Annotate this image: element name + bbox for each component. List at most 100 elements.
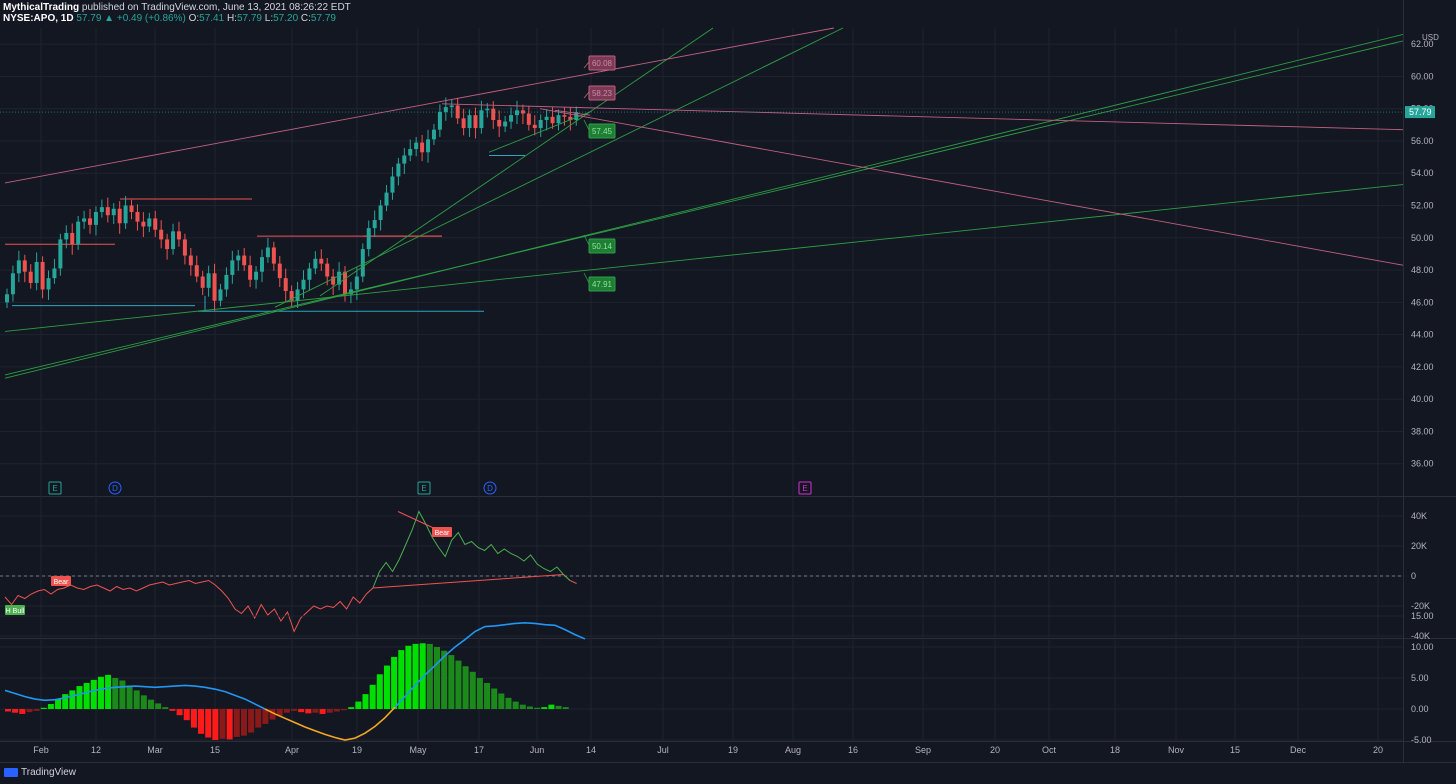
macd-line — [394, 622, 586, 708]
footer-bar: TradingView — [0, 762, 1456, 784]
price-tick-label: 62.00 — [1411, 39, 1434, 49]
price-tick-label: 42.00 — [1411, 362, 1434, 372]
macd-histogram-bar — [426, 643, 433, 709]
candle-body — [200, 276, 205, 288]
macd-histogram-bar — [548, 704, 555, 709]
candle-body — [437, 111, 442, 130]
price-tick-label: 38.00 — [1411, 426, 1434, 436]
candle-body — [360, 249, 365, 277]
candle-body — [485, 108, 490, 111]
macd-histogram-bar — [419, 643, 426, 709]
price-tick-label: 48.00 — [1411, 265, 1434, 275]
x-tick-label: 12 — [91, 745, 101, 755]
macd-histogram-bar — [484, 682, 491, 709]
macd-histogram-bar — [312, 709, 319, 713]
label-pointer — [583, 119, 590, 131]
candle-body — [509, 115, 514, 122]
candle-body — [82, 218, 87, 222]
candle-body — [378, 205, 383, 221]
x-tick-label: 18 — [1110, 745, 1120, 755]
trendline-label-box — [588, 238, 616, 254]
trendline-label: 58.23 — [592, 89, 613, 98]
candle-body — [473, 115, 478, 129]
open-value: 57.41 — [199, 13, 225, 24]
oscillator-tick-label: -20K — [1411, 601, 1430, 611]
macd-histogram-bar — [169, 709, 176, 711]
macd-histogram-bar — [140, 695, 147, 709]
macd-histogram-bar — [376, 674, 383, 709]
label-pointer — [583, 91, 590, 99]
macd-histogram-bar — [355, 701, 362, 709]
author-name[interactable]: MythicalTrading — [3, 2, 80, 13]
trendline-label: 47.91 — [592, 280, 613, 289]
oscillator-tick-label: -40K — [1411, 631, 1430, 641]
event-marker-label: D — [112, 484, 118, 493]
trend-line — [4, 184, 1404, 332]
label-pointer — [583, 61, 590, 69]
macd-histogram-bar — [112, 678, 119, 709]
candle-body — [455, 105, 460, 119]
symbol-label[interactable]: NYSE:APO, 1D — [3, 13, 74, 24]
candle-body — [283, 278, 288, 292]
macd-histogram-bar — [319, 709, 326, 714]
macd-tick-label: 15.00 — [1411, 611, 1434, 621]
x-tick-label: Jun — [530, 745, 545, 755]
candle-body — [420, 142, 425, 153]
candle-body — [147, 218, 152, 227]
macd-histogram-bar — [62, 694, 69, 709]
candle-body — [325, 263, 330, 277]
x-tick-label: 20 — [1373, 745, 1383, 755]
candle-body — [5, 294, 9, 303]
x-tick-label: Nov — [1168, 745, 1185, 755]
macd-histogram-bar — [83, 682, 90, 709]
macd-histogram-bar — [105, 674, 112, 709]
macd-histogram-bar — [534, 707, 541, 709]
candle-body — [236, 255, 241, 261]
candle-body — [307, 268, 312, 280]
oscillator-line-bear — [4, 573, 577, 633]
earnings-marker — [48, 481, 62, 495]
candle-body — [28, 271, 33, 283]
trendline-label-box — [588, 123, 616, 139]
macd-histogram-bar — [305, 709, 312, 714]
candle-body — [70, 232, 75, 245]
macd-histogram-bar — [462, 666, 469, 709]
candle-body — [354, 276, 359, 290]
candle-body — [99, 207, 104, 212]
macd-histogram-bar — [369, 684, 376, 709]
candle-body — [467, 115, 472, 129]
candle-body — [461, 118, 466, 129]
signal-label-box — [432, 527, 452, 537]
trendline-label: 60.08 — [592, 59, 613, 68]
candle-body — [40, 262, 45, 290]
macd-histogram-bar — [5, 709, 11, 712]
macd-histogram-bar — [90, 679, 97, 709]
macd-histogram-bar — [326, 709, 333, 713]
macd-tick-label: 10.00 — [1411, 642, 1434, 652]
trendline-label-box — [588, 276, 616, 292]
chart-canvas[interactable]: Feb 12 Mar 15 Apr 19 May 17 Jun 14 Jul 19 Aug 16 Sep 20… — [0, 0, 1456, 762]
last-price-axis-label: 57.79 — [1409, 107, 1432, 117]
macd-histogram-bar — [69, 690, 76, 709]
candle-body — [514, 110, 519, 116]
signal-label: H Bull — [6, 608, 25, 615]
candle-body — [343, 271, 348, 295]
candle-body — [111, 208, 116, 216]
tradingview-logo[interactable]: TradingView — [4, 767, 76, 778]
macd-histogram-bar — [541, 707, 548, 709]
macd-histogram-bar — [55, 699, 62, 709]
candle-body — [188, 255, 193, 266]
macd-histogram-bar — [412, 643, 419, 709]
publish-line: MythicalTrading published on TradingView… — [3, 2, 351, 13]
candle-body — [396, 163, 401, 177]
macd-histogram-bar — [262, 709, 269, 724]
macd-histogram-bar — [441, 650, 448, 709]
candle-body — [58, 239, 63, 269]
trend-line — [539, 108, 1404, 266]
candle-body — [135, 211, 140, 222]
trendline-label-box — [588, 55, 616, 71]
dividend-marker — [483, 481, 497, 495]
macd-histogram-bar — [276, 709, 283, 716]
macd-histogram-bar — [391, 656, 398, 709]
macd-histogram-bar — [269, 709, 276, 720]
